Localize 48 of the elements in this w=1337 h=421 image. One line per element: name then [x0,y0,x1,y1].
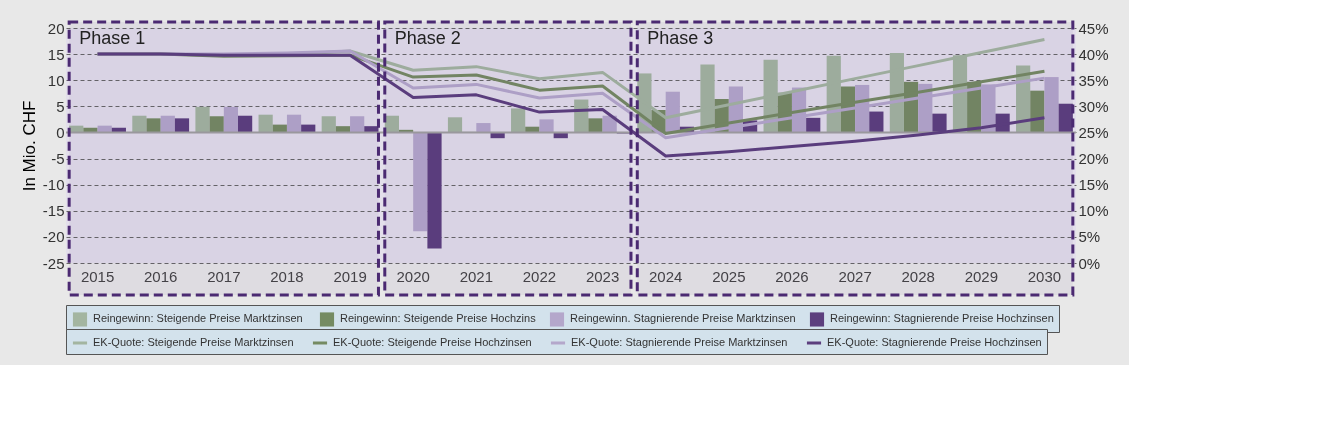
x-tick-label: 2018 [270,267,304,285]
x-tick-label: 2020 [396,267,430,285]
band-label: Phase 2 [394,28,461,48]
y-tick-label: 15 [47,45,65,63]
y2-tick-label: 0% [1078,254,1101,272]
x-tick-label: 2026 [775,267,809,285]
y2-tick-label: 5% [1078,228,1101,246]
y-tick-label: -20 [42,228,65,246]
y2-tick-label: 25% [1078,123,1109,141]
legend-label: EK-Quote: Stagnierende Preise Marktzinsen [571,336,788,348]
y-tick-label: 0 [56,123,65,141]
x-tick-label: 2029 [964,267,998,285]
y2-tick-label: 30% [1078,97,1109,115]
legend-label: Reingewinn: Steigende Preise Marktzinsen [93,312,303,325]
y-tick-label: -25 [42,254,65,272]
legend-label: Reingewinn. Stagnierende Preise Marktzinsen [570,312,796,325]
band-label: Phase 3 [647,28,714,48]
x-tick-label: 2027 [838,267,872,285]
x-tick-label: 2022 [522,267,557,285]
x-tick-label: 2024 [649,267,683,285]
legend-label: EK-Quote: Steigende Preise Marktzinsen [93,336,294,348]
x-tick-label: 2021 [459,267,493,285]
x-tick-label: 2023 [585,267,620,285]
legend-label: Reingewinn: Steigende Preise Hochzins [340,312,537,325]
x-tick-label: 2025 [712,267,746,285]
legend-label: EK-Quote: Steigende Preise Hochzinsen [333,336,532,348]
y2-tick-label: 35% [1078,71,1109,89]
x-tick-label: 2030 [1027,267,1062,285]
y2-tick-label: 40% [1078,45,1109,63]
x-tick-label: 2017 [207,267,241,285]
y2-tick-label: 15% [1078,176,1109,194]
y2-tick-label: 10% [1078,202,1109,220]
y-tick-label: 5 [56,97,65,115]
band-label: Phase 1 [79,28,146,48]
y2-tick-label: 45% [1078,19,1109,37]
x-tick-label: 2016 [144,267,178,285]
y-tick-label: -5 [51,150,65,168]
y2-tick-label: 20% [1078,150,1109,168]
y-tick-label: -15 [42,202,65,220]
y-tick-label: 10 [47,71,65,89]
legend-label: EK-Quote: Stagnierende Preise Hochzinsen [827,336,1042,348]
y-tick-label: -10 [42,176,65,194]
legend-label: Reingewinn: Stagnierende Preise Hochzinsen [830,312,1054,325]
x-tick-label: 2015 [80,267,115,285]
x-tick-label: 2019 [333,267,367,285]
x-tick-label: 2028 [901,267,935,285]
y-axis-title: In Mio. CHF [19,100,39,192]
y-tick-label: 20 [47,19,65,37]
